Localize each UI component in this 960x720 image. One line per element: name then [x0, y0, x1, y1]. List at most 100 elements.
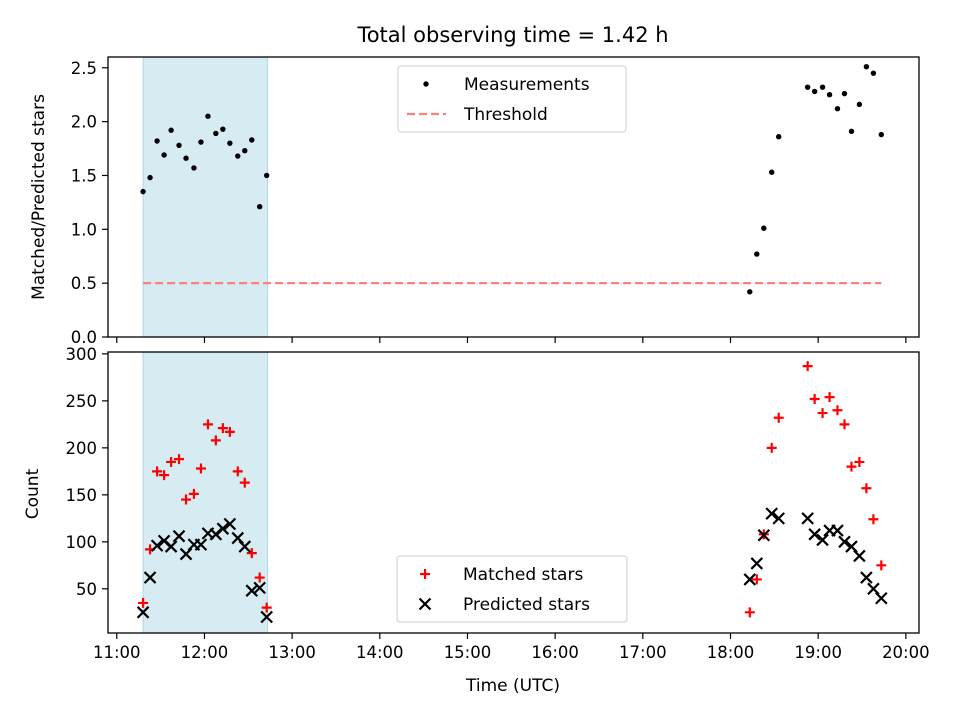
predicted-star-point	[757, 528, 771, 542]
matched-star-point	[239, 477, 250, 488]
predicted-star-point	[743, 573, 757, 586]
y-tick-label: 200	[66, 439, 98, 458]
matched-star-point	[824, 392, 835, 403]
matched-star-point	[246, 548, 257, 559]
matched-star-point	[839, 419, 850, 430]
matched-star-point	[202, 419, 213, 430]
measurement-point	[878, 131, 884, 138]
predicted-star-point	[172, 529, 186, 543]
measurement-point	[235, 153, 241, 159]
legend-matched-marker	[420, 569, 430, 579]
measurement-point	[140, 188, 146, 195]
legend-measurement-marker	[423, 81, 429, 87]
legend-label: Threshold	[463, 105, 548, 125]
predicted-star-point	[136, 606, 150, 619]
y-tick-label: 150	[66, 486, 98, 505]
predicted-star-point	[164, 540, 178, 553]
predicted-star-point	[801, 512, 814, 525]
predicted-star-point	[260, 610, 273, 624]
matched-star-point	[809, 393, 820, 404]
matched-star-point	[744, 607, 755, 618]
matched-star-point	[773, 412, 784, 423]
count-panel: 50 100 150 200 250 300 11:00 12:00 13:00 14:00 15:…	[66, 345, 930, 662]
y-tick-label: 0.5	[71, 274, 97, 293]
x-tick-label: 18:00	[707, 643, 755, 662]
predicted-star-point	[816, 533, 829, 547]
x-tick-label: 16:00	[531, 643, 579, 662]
measurement-point	[227, 140, 233, 146]
measurement-point	[154, 138, 160, 144]
predicted-star-point	[245, 584, 259, 597]
measurement-point	[213, 130, 219, 137]
predicted-star-point	[238, 540, 252, 553]
matched-star-point	[832, 405, 843, 416]
axes-frame	[107, 351, 920, 634]
measurement-point	[191, 165, 197, 171]
matched-star-point	[210, 435, 221, 446]
matched-star-point	[188, 488, 199, 499]
predicted-star-point	[765, 507, 778, 520]
predicted-star-point	[194, 538, 208, 551]
legend-label: Measurements	[464, 75, 590, 95]
legend-label: Predicted stars	[463, 595, 590, 615]
ratio-panel: 0.0 0.5 1.0 1.5 2.0 2.5 Measurements Threshold	[71, 56, 920, 347]
measurement-point	[220, 126, 226, 132]
measurement-point	[863, 63, 870, 70]
x-tick-label: 14:00	[356, 643, 404, 662]
matched-star-point	[166, 456, 177, 467]
legend: Measurements Threshold	[397, 65, 627, 133]
y-tick-label: 0.0	[71, 328, 97, 347]
y-tick-label: 250	[66, 392, 98, 411]
y-tick-label: 2.5	[71, 59, 97, 78]
measurement-point	[761, 225, 767, 231]
measurement-point	[826, 91, 833, 98]
y-tick-label: 50	[76, 580, 97, 599]
legend-frame	[397, 65, 627, 133]
matched-star-point	[817, 408, 828, 419]
matched-star-point	[751, 574, 762, 585]
predicted-star-point	[223, 517, 237, 531]
measurement-point	[168, 127, 174, 133]
matched-star-point	[174, 454, 185, 465]
matched-star-point	[138, 597, 149, 608]
predicted-star-point	[216, 522, 230, 535]
matched-star-point	[152, 466, 163, 477]
y-tick-label: 1.5	[71, 166, 97, 185]
measurement-point	[811, 88, 818, 95]
x-tick-label: 11:00	[93, 643, 141, 662]
predicted-star-point	[808, 528, 821, 541]
matched-star-point	[261, 602, 272, 613]
measurement-point	[754, 251, 760, 257]
x-tick-label: 19:00	[794, 643, 842, 662]
measurement-point	[769, 169, 775, 175]
matched-star-point	[876, 560, 887, 571]
predicted-star-point	[253, 581, 266, 595]
x-tick-label: 20:00	[882, 643, 930, 662]
measurement-point	[776, 133, 782, 140]
measurement-point	[848, 128, 855, 135]
measurement-point	[834, 105, 841, 112]
y-tick-label: 2.0	[71, 113, 97, 132]
measurement-point	[176, 142, 182, 149]
measurement-point	[256, 203, 263, 210]
measurement-point	[819, 84, 826, 90]
matched-star-point	[224, 426, 235, 437]
chart-title: Total observing time = 1.42 h	[356, 23, 668, 47]
matched-star-point	[861, 483, 872, 494]
shaded-span	[142, 56, 269, 338]
predicted-star-point	[853, 549, 866, 563]
predicted-star-point	[772, 512, 785, 525]
legend-label: Matched stars	[463, 565, 583, 585]
x-tick-label: 12:00	[181, 643, 229, 662]
measurement-point	[198, 139, 204, 145]
matched-star-point	[854, 456, 865, 467]
measurement-point	[249, 137, 255, 143]
measurement-point	[856, 101, 863, 108]
top-ylabel: Matched/Predicted stars	[29, 94, 49, 300]
y-tick-label: 1.0	[71, 220, 97, 239]
measurement-point	[183, 155, 189, 161]
bottom-ylabel: Count	[23, 468, 43, 519]
matched-star-point	[846, 461, 857, 472]
legend-frame	[396, 555, 628, 623]
legend: Matched stars Predicted stars	[396, 555, 628, 623]
